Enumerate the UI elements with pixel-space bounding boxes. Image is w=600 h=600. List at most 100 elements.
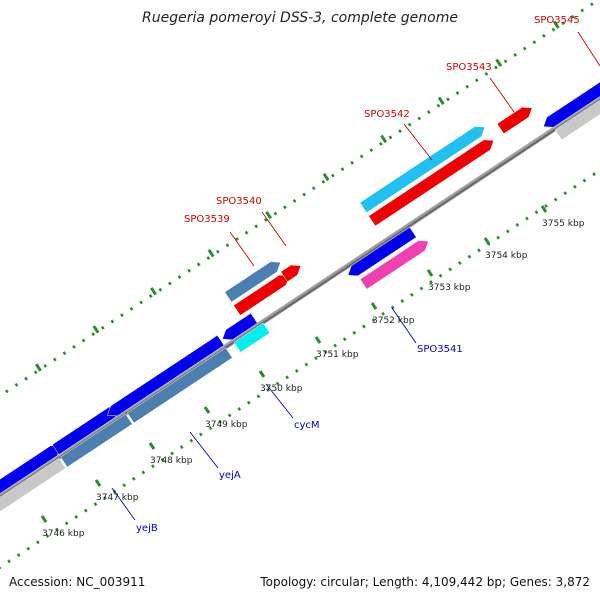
minor-tick (292, 198, 297, 203)
minor-tick (7, 559, 11, 564)
minor-tick (542, 33, 546, 38)
minor-tick (294, 368, 299, 373)
minor-tick (323, 349, 328, 354)
gene-leader-line (403, 123, 433, 161)
minor-tick (340, 167, 345, 172)
minor-tick (177, 275, 182, 280)
gene-arrow (60, 413, 133, 468)
minor-tick (388, 135, 393, 140)
minor-tick (534, 210, 539, 215)
minor-tick (24, 376, 28, 381)
minor-tick (446, 97, 450, 102)
minor-tick (407, 122, 412, 127)
minor-tick (369, 148, 374, 153)
minor-tick (304, 362, 309, 367)
minor-tick (398, 129, 402, 134)
gene-arrow (106, 334, 225, 417)
tick-label: 3746 kbp (42, 529, 85, 539)
minor-tick (26, 546, 31, 551)
minor-tick (55, 527, 59, 532)
minor-tick (103, 495, 107, 500)
gene-label: SPO3543 (446, 62, 492, 73)
gene-arrow (233, 322, 271, 353)
minor-tick (43, 363, 48, 368)
minor-tick (525, 216, 529, 221)
major-tick (426, 269, 434, 277)
minor-tick (390, 305, 395, 310)
minor-tick (321, 179, 326, 184)
minor-tick (273, 211, 278, 216)
minor-tick (206, 256, 211, 260)
major-tick (92, 325, 100, 334)
minor-tick (285, 375, 290, 380)
minor-tick (311, 186, 316, 191)
major-tick (94, 479, 102, 487)
gene-label: yejA (219, 470, 241, 481)
gene-label: SPO3539 (184, 214, 230, 225)
minor-tick (429, 280, 433, 285)
map-title: Ruegeria pomeroyi DSS-3, complete genome (142, 10, 458, 26)
gene-arrow (0, 457, 66, 512)
gene-arrow (368, 139, 495, 227)
minor-tick (477, 248, 481, 253)
minor-tick (122, 483, 127, 488)
gene-arrow (126, 347, 233, 424)
minor-tick (227, 413, 232, 418)
tick-label: 3752 kbp (372, 316, 415, 326)
gene-leader-line (229, 231, 255, 267)
minor-tick (179, 445, 184, 450)
gene-label: SPO3541 (417, 344, 463, 355)
gene-features (0, 81, 600, 512)
minor-tick (64, 521, 69, 526)
minor-tick (496, 235, 501, 240)
gene-labels: SPO3539 SPO3540 SPO3542 SPO3543 SPO3545 SPO35… (111, 15, 600, 534)
tick-label: 3748 kbp (150, 456, 193, 466)
minor-tick (362, 324, 366, 329)
minor-tick (563, 191, 568, 196)
major-tick (203, 406, 211, 414)
gene-label: SPO3540 (216, 196, 262, 207)
minor-tick (256, 394, 261, 399)
tick-label: 3753 kbp (428, 283, 471, 293)
minor-tick (151, 464, 155, 469)
minor-tick (225, 243, 230, 248)
minor-tick (314, 356, 318, 361)
gene-label: SPO3542 (364, 109, 410, 120)
minor-tick (33, 370, 38, 375)
minor-tick (400, 299, 405, 304)
minor-tick (110, 319, 115, 324)
minor-tick (455, 91, 460, 95)
minor-tick (129, 306, 134, 311)
gene-arrow (543, 81, 600, 128)
minor-tick (139, 300, 143, 305)
outer-tick-ring (4, 2, 594, 394)
minor-tick (93, 502, 98, 507)
minor-tick (572, 184, 577, 189)
minor-tick (141, 470, 146, 475)
gene-leader-line (189, 431, 219, 469)
gene-label: yejB (136, 523, 158, 534)
minor-tick (551, 27, 556, 32)
major-tick (34, 363, 42, 372)
major-tick (552, 20, 560, 29)
minor-tick (91, 332, 96, 337)
minor-tick (160, 457, 165, 462)
minor-tick (438, 273, 443, 278)
gene-leader-line (261, 211, 287, 247)
minor-tick (254, 224, 259, 229)
minor-tick (465, 84, 470, 89)
minor-tick (409, 292, 414, 297)
minor-tick (246, 400, 251, 405)
minor-tick (436, 103, 441, 108)
minor-tick (266, 388, 270, 392)
minor-tick (235, 237, 239, 241)
minor-tick (283, 205, 287, 210)
gene-arrow (347, 226, 417, 277)
major-tick (322, 172, 330, 182)
minor-tick (513, 52, 517, 57)
gene-arrow (222, 312, 258, 341)
minor-tick (417, 116, 422, 121)
minor-tick (170, 451, 174, 456)
tick-label: 3755 kbp (542, 219, 585, 229)
